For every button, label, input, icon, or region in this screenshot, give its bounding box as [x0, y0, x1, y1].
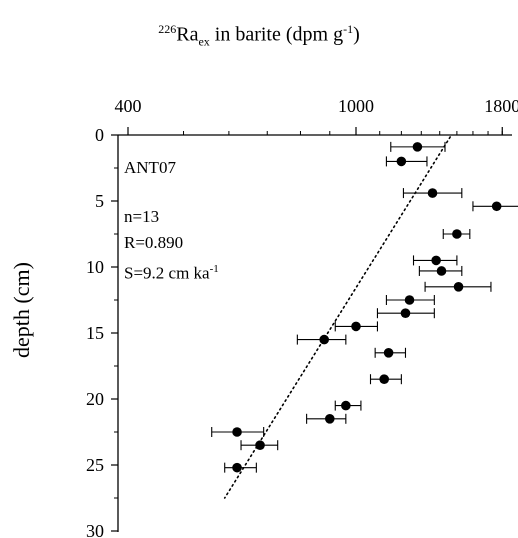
y-tick-label: 5	[95, 191, 104, 211]
data-point	[232, 427, 242, 437]
fit-line-group	[223, 136, 451, 499]
data-point	[383, 348, 394, 358]
data-point	[452, 229, 462, 239]
fit-line	[223, 136, 451, 499]
data-point	[400, 308, 411, 319]
data-point	[491, 201, 502, 212]
title-exponent: -1	[343, 22, 354, 36]
title-isotope: 226	[158, 22, 177, 36]
y-tick-label: 20	[86, 389, 104, 409]
stat-s: S=9.2 cm ka-1	[124, 256, 219, 287]
data-point	[351, 321, 361, 332]
y-axis-label: depth (cm)	[9, 262, 34, 358]
stats-block: n=13 R=0.890 S=9.2 cm ka-1	[124, 204, 219, 287]
stat-s-main: S=9.2 cm ka	[124, 263, 210, 283]
data-point	[255, 440, 265, 451]
site-label: ANT07	[124, 158, 176, 177]
data-point	[341, 400, 351, 411]
data-point	[453, 282, 464, 292]
data-point	[436, 266, 447, 276]
data-point	[396, 156, 407, 167]
data-points	[232, 142, 502, 473]
y-tick-label: 0	[95, 125, 104, 145]
data-point	[319, 334, 329, 345]
data-point	[324, 414, 335, 424]
y-tick-label: 25	[86, 455, 104, 475]
data-point	[431, 255, 441, 266]
axes: 400 1000 1800 0 5 10 15 20 25 30	[86, 96, 518, 538]
data-point	[427, 188, 438, 198]
x-tick-label: 1800	[484, 96, 518, 116]
chart-title: 226Raex in barite (dpm g-1)	[0, 22, 518, 50]
data-point	[232, 462, 242, 473]
data-point	[412, 142, 423, 152]
title-symbol: Ra	[176, 23, 199, 46]
stat-n: n=13	[124, 207, 160, 226]
title-rest: in barite (dpm g	[209, 23, 344, 46]
title-close: )	[353, 23, 360, 46]
y-tick-label: 15	[86, 323, 104, 343]
x-tick-label: 400	[115, 96, 142, 116]
y-tick-label: 10	[86, 257, 104, 277]
data-point	[379, 374, 389, 385]
stat-s-exp: -1	[209, 263, 219, 275]
x-tick-label: 1000	[338, 96, 374, 116]
error-bars	[211, 141, 518, 473]
stat-r: R=0.890	[124, 233, 184, 252]
y-tick-label: 30	[86, 521, 104, 538]
data-point	[404, 295, 415, 305]
title-subscript: ex	[198, 34, 210, 49]
